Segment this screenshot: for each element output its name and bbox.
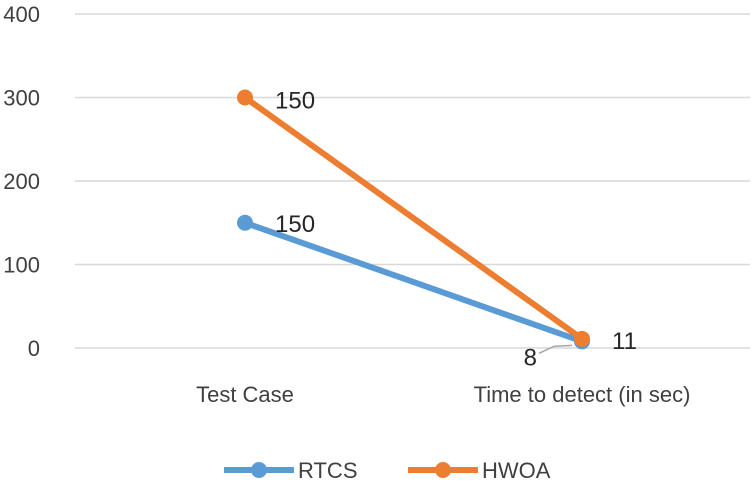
legend-label-hwoa: HWOA [482,458,551,483]
legend-marker-hwoa [435,462,451,478]
y-tick-label: 0 [28,336,40,361]
data-label-hwoa: 150 [275,88,315,115]
y-tick-label: 200 [3,169,40,194]
x-category-label: Time to detect (in sec) [474,382,691,407]
data-point-hwoa [237,89,253,106]
series-line-rtcs [242,219,585,345]
data-point-hwoa [574,330,590,347]
legend-marker-rtcs [251,462,267,478]
label-leader-line [538,344,573,354]
data-label-hwoa: 11 [612,328,637,355]
x-category-label: Test Case [196,382,294,407]
y-tick-label: 400 [3,2,40,27]
y-tick-label: 100 [3,253,40,278]
series-line-hwoa [242,94,585,342]
data-point-rtcs [237,214,253,231]
data-label-rtcs: 150 [275,211,315,238]
legend-label-rtcs: RTCS [298,458,358,483]
data-label-rtcs: 8 [524,344,537,371]
y-tick-label: 300 [3,86,40,111]
